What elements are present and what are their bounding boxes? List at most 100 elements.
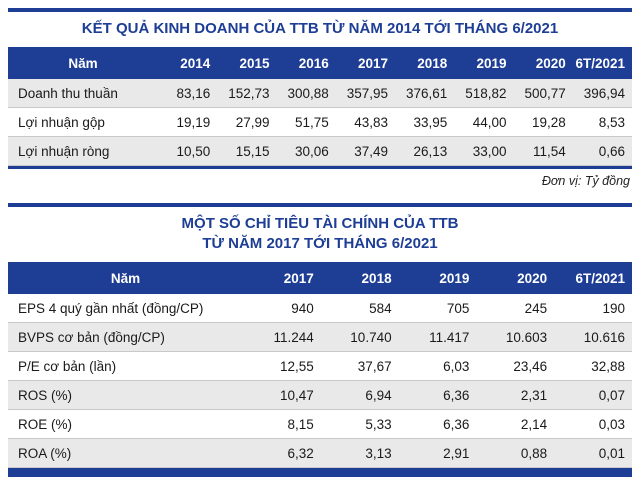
table-cell: 190	[554, 294, 632, 323]
row-label: Doanh thu thuần	[8, 79, 158, 108]
header-cell: 2017	[243, 262, 321, 294]
row-label: ROA (%)	[8, 438, 243, 468]
header-cell: 2017	[335, 47, 395, 79]
table-cell: 300,88	[276, 79, 336, 108]
table-cell: 11.244	[243, 322, 321, 352]
header-cell: 2019	[454, 47, 514, 79]
table-cell: 2,91	[398, 438, 477, 468]
table-cell: 0,66	[572, 136, 632, 166]
table-header-row: Năm 2014 2015 2016 2017 2018 2019 2020 6…	[8, 47, 632, 79]
business-results-section: KẾT QUẢ KINH DOANH CỦA TTB TỪ NĂM 2014 T…	[8, 8, 632, 197]
table-row: ROA (%) 6,32 3,13 2,91 0,88 0,01	[8, 438, 632, 468]
header-cell: 2018	[395, 47, 455, 79]
table-cell: 11.417	[398, 322, 477, 352]
table2-title: MỘT SỐ CHỈ TIÊU TÀI CHÍNH CỦA TTB TỪ NĂM…	[8, 210, 632, 262]
table-cell: 44,00	[454, 107, 514, 137]
financial-ratios-table: Năm 2017 2018 2019 2020 6T/2021 EPS 4 qu…	[8, 262, 632, 468]
section-top-rule	[8, 203, 632, 207]
header-cell-year: Năm	[8, 47, 158, 79]
table-cell: 518,82	[454, 79, 514, 108]
header-cell: 2015	[217, 47, 277, 79]
row-label: ROE (%)	[8, 409, 243, 439]
table-cell: 10.616	[554, 322, 632, 352]
header-cell: 2019	[398, 262, 477, 294]
table-cell: 33,95	[395, 107, 455, 137]
table-cell: 19,19	[158, 107, 218, 137]
table-cell: 940	[243, 294, 321, 323]
table-row: P/E cơ bản (lần) 12,55 37,67 6,03 23,46 …	[8, 351, 632, 381]
table-cell: 32,88	[554, 351, 632, 381]
section-top-rule	[8, 8, 632, 12]
table-cell: 26,13	[395, 136, 455, 166]
table-cell: 10,50	[158, 136, 218, 166]
table-row: ROS (%) 10,47 6,94 6,36 2,31 0,07	[8, 380, 632, 410]
table-cell: 500,77	[513, 79, 573, 108]
table-cell: 11,54	[513, 136, 573, 166]
table-cell: 584	[320, 294, 399, 323]
table-row: Doanh thu thuần 83,16 152,73 300,88 357,…	[8, 79, 632, 108]
table-cell: 6,36	[398, 380, 477, 410]
table-cell: 10,47	[243, 380, 321, 410]
header-cell: 2014	[158, 47, 218, 79]
table-cell: 5,33	[320, 409, 399, 439]
row-label: EPS 4 quý gần nhất (đồng/CP)	[8, 294, 243, 323]
table-cell: 8,53	[572, 107, 632, 137]
table-cell: 357,95	[335, 79, 395, 108]
header-cell: 2020	[513, 47, 573, 79]
table-cell: 3,13	[320, 438, 399, 468]
row-label: ROS (%)	[8, 380, 243, 410]
section-bottom-bar	[8, 468, 632, 477]
table-row: ROE (%) 8,15 5,33 6,36 2,14 0,03	[8, 409, 632, 439]
table-cell: 245	[476, 294, 555, 323]
table-cell: 376,61	[395, 79, 455, 108]
table-cell: 37,67	[320, 351, 399, 381]
table-row: EPS 4 quý gần nhất (đồng/CP) 940 584 705…	[8, 294, 632, 323]
table-cell: 37,49	[335, 136, 395, 166]
table-row: Lợi nhuận ròng 10,50 15,15 30,06 37,49 2…	[8, 136, 632, 166]
table-cell: 10.603	[476, 322, 555, 352]
table-row: BVPS cơ bản (đồng/CP) 11.244 10.740 11.4…	[8, 322, 632, 352]
table-cell: 51,75	[276, 107, 336, 137]
unit-note: Đơn vị: Tỷ đồng	[541, 174, 630, 188]
header-cell: 2020	[476, 262, 555, 294]
table-cell: 8,15	[243, 409, 321, 439]
section-bottom-rule	[8, 166, 632, 169]
table-cell: 27,99	[217, 107, 277, 137]
table-cell: 33,00	[454, 136, 514, 166]
table-cell: 6,32	[243, 438, 321, 468]
table-cell: 12,55	[243, 351, 321, 381]
table-cell: 83,16	[158, 79, 218, 108]
table-header-row: Năm 2017 2018 2019 2020 6T/2021	[8, 262, 632, 294]
table-cell: 15,15	[217, 136, 277, 166]
table-cell: 23,46	[476, 351, 555, 381]
financial-ratios-section: MỘT SỐ CHỈ TIÊU TÀI CHÍNH CỦA TTB TỪ NĂM…	[8, 203, 632, 477]
table-cell: 0,07	[554, 380, 632, 410]
table-cell: 43,83	[335, 107, 395, 137]
header-cell: 6T/2021	[554, 262, 632, 294]
row-label: Lợi nhuận gộp	[8, 107, 158, 137]
header-cell: 2018	[320, 262, 399, 294]
row-label: BVPS cơ bản (đồng/CP)	[8, 322, 243, 352]
business-results-table: Năm 2014 2015 2016 2017 2018 2019 2020 6…	[8, 47, 632, 166]
table-cell: 6,36	[398, 409, 477, 439]
table-cell: 6,03	[398, 351, 477, 381]
table2-title-line1: MỘT SỐ CHỈ TIÊU TÀI CHÍNH CỦA TTB	[181, 215, 459, 232]
table-cell: 10.740	[320, 322, 399, 352]
row-label: Lợi nhuận ròng	[8, 136, 158, 166]
table-cell: 152,73	[217, 79, 277, 108]
header-cell-year: Năm	[8, 262, 243, 294]
header-cell: 6T/2021	[572, 47, 632, 79]
table-cell: 2,14	[476, 409, 555, 439]
table-cell: 6,94	[320, 380, 399, 410]
table-cell: 705	[398, 294, 477, 323]
table-cell: 0,01	[554, 438, 632, 468]
table2-title-line2: TỪ NĂM 2017 TỚI THÁNG 6/2021	[202, 235, 438, 252]
table-cell: 396,94	[572, 79, 632, 108]
table-cell: 30,06	[276, 136, 336, 166]
table-cell: 2,31	[476, 380, 555, 410]
table-cell: 0,03	[554, 409, 632, 439]
table-row: Lợi nhuận gộp 19,19 27,99 51,75 43,83 33…	[8, 107, 632, 137]
header-cell: 2016	[276, 47, 336, 79]
table-cell: 0,88	[476, 438, 555, 468]
